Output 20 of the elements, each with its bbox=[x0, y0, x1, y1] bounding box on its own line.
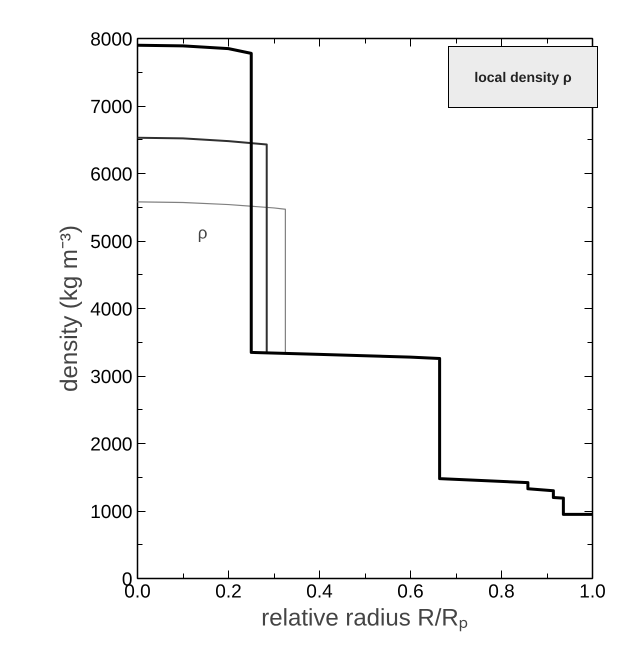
x-axis-title: relative radius R/Rₚ bbox=[261, 604, 469, 632]
picture-note-box: local density ρ bbox=[448, 46, 598, 108]
y-tick-label: 2000 bbox=[90, 434, 133, 456]
annotation: ρ bbox=[198, 223, 208, 242]
x-tick-label: 0.6 bbox=[397, 582, 424, 602]
line-series bbox=[138, 201, 286, 354]
y-axis-title: density (kg m⁻³) bbox=[56, 225, 84, 392]
y-tick-label: 3000 bbox=[90, 367, 133, 388]
x-tick-label: 0.2 bbox=[215, 582, 242, 602]
annotation: local density ρ bbox=[474, 68, 572, 87]
line-series bbox=[138, 136, 268, 354]
y-tick-label: 7000 bbox=[90, 97, 133, 118]
x-tick-label: 0.8 bbox=[488, 582, 515, 602]
y-tick-label: 4000 bbox=[90, 300, 133, 320]
y-tick-label: 6000 bbox=[90, 164, 133, 186]
x-tick-label: 0.4 bbox=[306, 582, 334, 602]
y-tick-label: 5000 bbox=[90, 232, 133, 253]
y-tick-label: 8000 bbox=[90, 30, 133, 50]
x-tick-label: 1.0 bbox=[579, 582, 606, 602]
y-tick-label: 1000 bbox=[90, 502, 133, 523]
